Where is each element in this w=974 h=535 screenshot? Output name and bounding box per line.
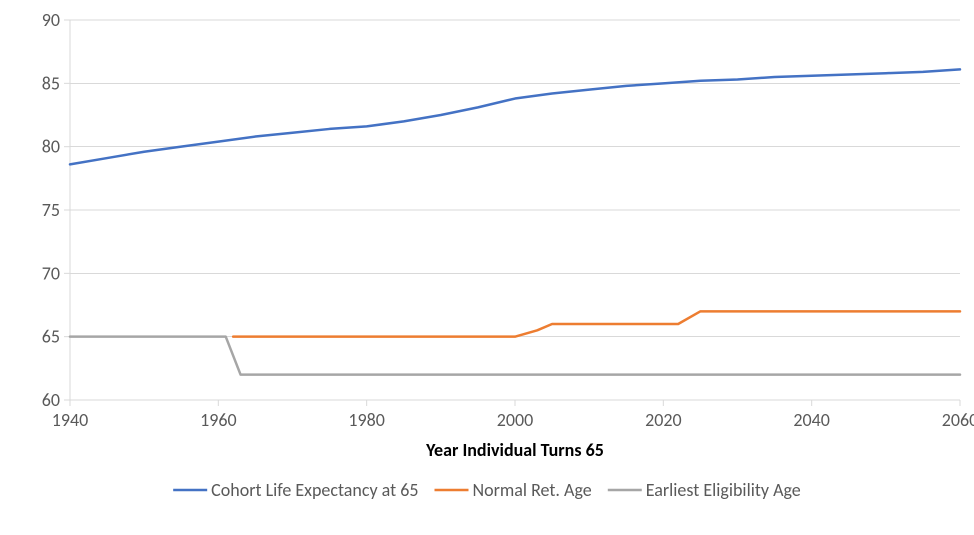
y-tick-label: 80: [42, 136, 60, 158]
legend-label: Cohort Life Expectancy at 65: [211, 479, 418, 501]
x-tick-label: 1960: [200, 409, 237, 431]
retirement-age-chart: 60 65 70 75 80 85 90 1940 1960 1980 2000 2020 2040 20…: [0, 0, 974, 535]
chart-canvas: 60 65 70 75 80 85 90 1940 1960 1980 2000 2020 2040 20…: [0, 0, 974, 535]
x-tick-label: 1980: [348, 409, 385, 431]
y-tick-label: 70: [42, 262, 60, 284]
y-tick-label: 75: [42, 199, 60, 221]
y-tick-label: 85: [42, 72, 60, 94]
x-tick-label: 2000: [497, 409, 534, 431]
x-axis-title: Year Individual Turns 65: [425, 439, 604, 461]
legend-label: Earliest Eligibility Age: [646, 479, 801, 501]
x-tick-label: 1940: [52, 409, 89, 431]
x-tick-label: 2040: [793, 409, 830, 431]
y-tick-label: 90: [42, 9, 60, 31]
x-tick-label: 2020: [645, 409, 682, 431]
y-tick-label: 60: [42, 389, 60, 411]
y-tick-label: 65: [42, 326, 60, 348]
legend: Cohort Life Expectancy at 65 Normal Ret. …: [173, 479, 801, 501]
x-tick-label: 2060: [942, 409, 974, 431]
legend-label: Normal Ret. Age: [472, 479, 591, 501]
